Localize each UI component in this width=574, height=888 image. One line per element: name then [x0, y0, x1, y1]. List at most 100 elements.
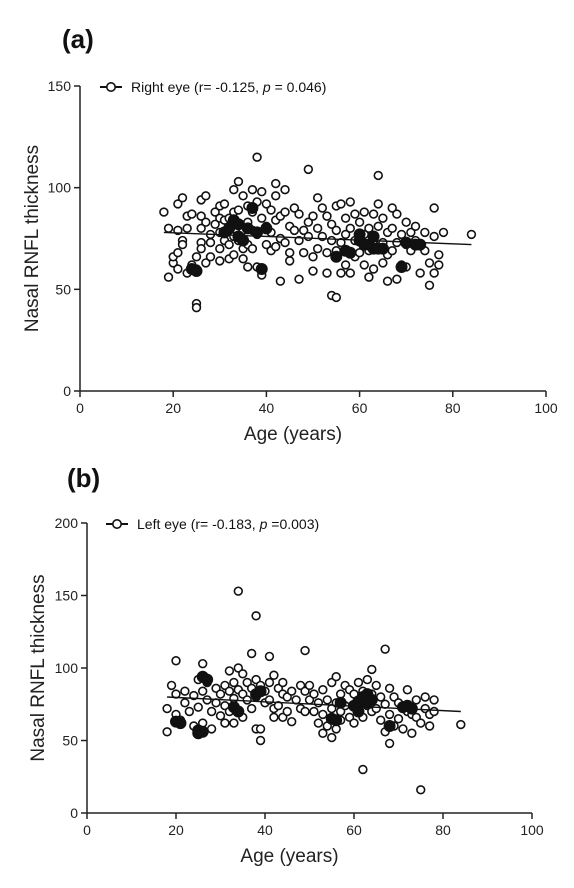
- data-point: [411, 695, 421, 705]
- data-point: [345, 197, 355, 207]
- y-tick-label: 100: [55, 660, 79, 676]
- data-point-filled: [260, 222, 273, 235]
- data-point: [255, 735, 266, 746]
- data-point: [163, 272, 174, 282]
- data-point: [371, 680, 381, 691]
- data-point: [198, 686, 208, 696]
- data-point: [322, 695, 332, 705]
- data-point: [322, 211, 332, 221]
- data-point: [233, 205, 244, 215]
- data-point: [285, 248, 295, 258]
- panel-label: (a): [62, 24, 94, 54]
- data-point: [294, 235, 304, 246]
- data-point: [229, 677, 239, 688]
- data-point: [322, 248, 332, 258]
- legend-label: Left eye (r= -0.183, p =0.003): [137, 516, 319, 532]
- data-point: [171, 656, 181, 666]
- data-point: [362, 674, 373, 685]
- data-point: [159, 207, 169, 217]
- data-point-filled: [174, 717, 187, 730]
- data-point: [275, 276, 286, 286]
- data-point: [415, 268, 425, 278]
- legend-marker: [112, 518, 123, 529]
- x-tick-label: 20: [168, 822, 184, 838]
- y-tick-label: 0: [70, 805, 78, 821]
- data-point: [396, 229, 407, 240]
- data-point: [210, 219, 220, 229]
- data-point: [312, 223, 323, 234]
- data-point-filled: [254, 685, 267, 698]
- data-point: [189, 690, 199, 701]
- legend-stat-suffix: =0.003): [267, 516, 319, 532]
- data-point-filled: [334, 696, 347, 709]
- data-point: [303, 217, 314, 227]
- data-point: [387, 223, 397, 234]
- data-point: [229, 250, 239, 260]
- data-point: [312, 243, 323, 254]
- data-point: [384, 709, 395, 720]
- data-point: [429, 203, 439, 213]
- data-point: [220, 718, 230, 728]
- data-point: [229, 718, 239, 728]
- data-point: [376, 692, 386, 702]
- data-point-filled: [190, 265, 203, 278]
- data-point: [202, 695, 212, 705]
- data-point: [393, 714, 404, 724]
- x-tick-label: 60: [352, 400, 368, 416]
- data-point: [359, 260, 369, 270]
- data-point: [401, 217, 411, 227]
- data-point: [434, 260, 444, 270]
- data-point: [166, 680, 177, 691]
- data-point-filled: [353, 228, 366, 241]
- data-point: [269, 712, 279, 722]
- data-point-filled: [383, 720, 396, 732]
- data-point: [318, 709, 328, 720]
- x-tick-label: 60: [346, 822, 362, 838]
- legend-marker: [106, 82, 117, 93]
- data-point: [298, 225, 309, 236]
- data-point: [373, 221, 383, 232]
- panel-label: (b): [67, 463, 100, 493]
- data-point-filled: [196, 725, 209, 738]
- data-point: [354, 217, 365, 227]
- data-point: [331, 225, 341, 236]
- data-point: [229, 185, 239, 195]
- data-point: [252, 152, 262, 162]
- data-point: [294, 209, 304, 219]
- x-tick-label: 100: [520, 822, 544, 838]
- x-axis-title: Age (years): [240, 846, 338, 867]
- data-point-filled: [352, 705, 365, 718]
- data-point: [257, 187, 267, 197]
- data-point: [280, 185, 290, 195]
- data-point: [215, 689, 226, 699]
- data-point: [309, 706, 319, 717]
- data-point: [429, 695, 439, 705]
- data-point: [373, 199, 383, 209]
- data-point: [353, 677, 364, 688]
- data-point-filled: [365, 693, 378, 706]
- data-point: [255, 724, 266, 734]
- data-point: [289, 225, 300, 236]
- data-point: [312, 193, 323, 203]
- data-point: [191, 252, 202, 262]
- data-point: [424, 258, 435, 268]
- data-point: [326, 219, 337, 229]
- data-point: [196, 243, 206, 254]
- data-point: [294, 274, 304, 284]
- data-point: [326, 235, 337, 246]
- data-point: [177, 239, 188, 250]
- data-point: [373, 170, 383, 181]
- data-point: [317, 203, 328, 213]
- data-point: [251, 611, 261, 621]
- data-point: [287, 716, 297, 727]
- data-point: [392, 237, 402, 248]
- data-point: [308, 252, 318, 262]
- data-point: [313, 718, 324, 728]
- data-point: [233, 586, 244, 596]
- data-point: [271, 191, 281, 201]
- data-point: [210, 207, 220, 217]
- data-point: [246, 648, 257, 659]
- data-point: [371, 703, 381, 714]
- data-point: [368, 209, 379, 219]
- data-point: [420, 692, 430, 702]
